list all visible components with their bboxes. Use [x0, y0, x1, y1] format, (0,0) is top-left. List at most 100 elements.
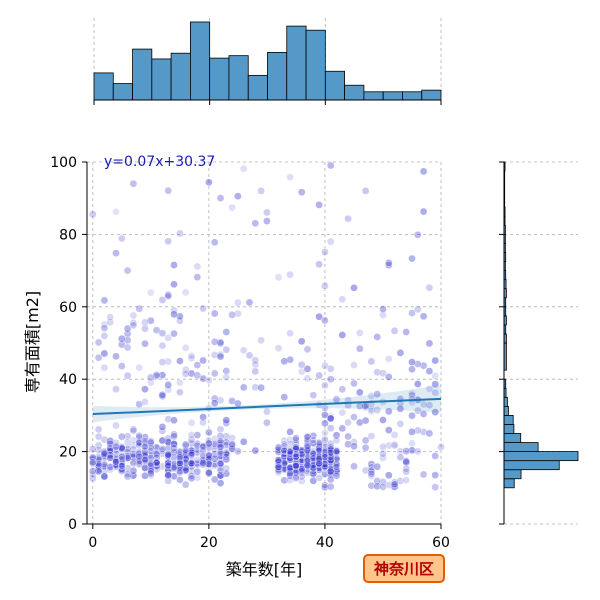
- scatter-point: [303, 461, 312, 470]
- scatter-point: [344, 432, 352, 441]
- scatter-point: [94, 353, 103, 362]
- scatter-point: [408, 411, 416, 420]
- scatter-point: [326, 414, 335, 423]
- scatter-point: [199, 455, 207, 464]
- scatter-point: [210, 460, 219, 468]
- scatter-point: [303, 446, 312, 454]
- scatter-point: [425, 367, 434, 375]
- scatter-point: [187, 472, 196, 480]
- scatter-point: [123, 452, 132, 460]
- scatter-point: [152, 462, 161, 471]
- scatter-point: [164, 458, 172, 467]
- scatter-point: [129, 445, 138, 454]
- scatter-point: [350, 413, 358, 421]
- scatter-point: [396, 404, 405, 413]
- scatter-point: [123, 324, 132, 333]
- scatter-point: [106, 465, 114, 474]
- scatter-point: [367, 481, 376, 490]
- scatter-point: [216, 396, 225, 405]
- scatter-point: [164, 357, 172, 366]
- scatter-point: [315, 465, 323, 474]
- right-hist-bar: [503, 451, 579, 462]
- scatter-point: [315, 446, 323, 455]
- scatter-point: [199, 418, 207, 427]
- scatter-point: [123, 464, 132, 472]
- scatter-point: [326, 161, 335, 170]
- scatter-point: [413, 426, 422, 435]
- scatter-point: [321, 450, 329, 459]
- scatter-point: [181, 344, 190, 352]
- scatter-point: [321, 463, 329, 471]
- scatter-point: [112, 207, 120, 216]
- scatter-point: [297, 188, 306, 196]
- scatter-point: [309, 391, 318, 400]
- scatter-point: [321, 381, 329, 390]
- scatter-point: [292, 436, 300, 444]
- scatter-point: [384, 407, 393, 416]
- scatter-point: [286, 447, 294, 456]
- scatter-point: [361, 466, 370, 475]
- scatter-point: [280, 446, 289, 455]
- scatter-point: [164, 186, 172, 195]
- scatter-point: [390, 478, 399, 487]
- scatter-point: [431, 408, 440, 417]
- scatter-point: [280, 440, 289, 448]
- scatter-point: [263, 407, 271, 416]
- scatter-point: [158, 423, 167, 431]
- scatter-point: [419, 470, 428, 479]
- scatter-point: [141, 324, 149, 333]
- scatter-point: [396, 453, 405, 462]
- scatter-point: [170, 472, 178, 481]
- scatter-point: [419, 400, 428, 409]
- scatter-point: [146, 454, 155, 462]
- y-axis-label: 専有面積[m2]: [23, 291, 42, 393]
- scatter-point: [181, 459, 190, 467]
- scatter-point: [355, 329, 364, 337]
- scatter-point: [222, 469, 231, 478]
- scatter-point: [257, 187, 265, 195]
- scatter-point: [112, 352, 120, 361]
- scatter-point: [170, 440, 178, 448]
- y-tick-label: 100: [50, 155, 77, 171]
- scatter-point: [199, 460, 207, 469]
- scatter-point: [379, 369, 387, 378]
- scatter-point: [379, 449, 387, 458]
- scatter-point: [94, 446, 103, 454]
- scatter-point: [303, 442, 312, 450]
- scatter-point: [384, 441, 393, 450]
- scatter-point: [123, 432, 132, 441]
- scatter-point: [413, 230, 422, 239]
- scatter-point: [396, 476, 405, 485]
- scatter-point: [326, 424, 335, 433]
- scatter-point: [181, 455, 190, 463]
- scatter-point: [193, 361, 202, 369]
- scatter-point: [164, 385, 172, 394]
- scatter-point: [135, 441, 143, 450]
- scatter-point: [350, 361, 358, 369]
- scatter-point: [187, 459, 196, 467]
- scatter-point: [431, 452, 440, 460]
- scatter-point: [419, 428, 428, 436]
- scatter-point: [222, 328, 231, 336]
- scatter-point: [89, 210, 97, 219]
- scatter-point: [315, 439, 323, 447]
- scatter-point: [286, 440, 294, 448]
- scatter-point: [141, 452, 149, 461]
- top-hist-bar: [209, 57, 230, 101]
- scatter-point: [216, 350, 225, 359]
- scatter-point: [384, 426, 393, 434]
- scatter-point: [181, 288, 190, 297]
- scatter-point: [326, 412, 335, 421]
- scatter-point: [170, 463, 178, 472]
- scatter-point: [332, 436, 341, 445]
- scatter-point: [321, 435, 329, 444]
- scatter-point: [326, 448, 335, 457]
- top-hist-bar: [267, 51, 288, 101]
- scatter-point: [338, 295, 347, 304]
- scatter-point: [193, 467, 202, 476]
- scatter-point: [118, 334, 126, 343]
- scatter-point: [332, 447, 341, 456]
- scatter-point: [222, 416, 231, 425]
- marginal-y-histogram: [499, 161, 579, 525]
- scatter-point: [297, 360, 306, 369]
